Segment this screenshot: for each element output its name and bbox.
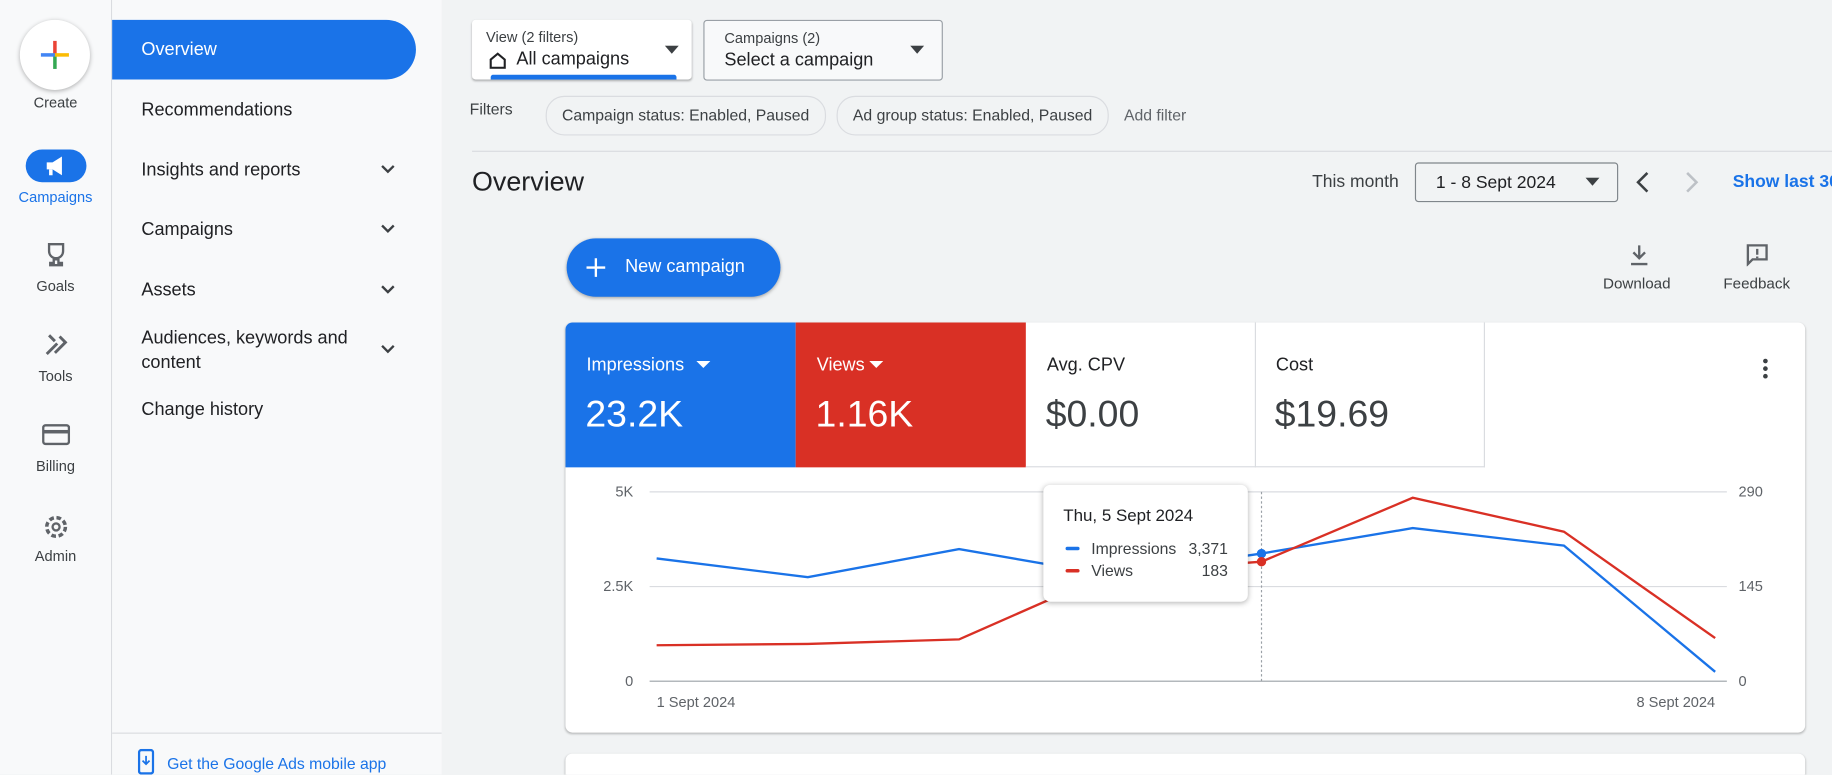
legend-swatch [1065, 546, 1080, 551]
rail-label[interactable]: Campaigns [18, 189, 93, 206]
tooltip-value: 3,371 [1188, 539, 1228, 558]
y-tick-label: 5K [615, 485, 633, 501]
date-range: 1 - 8 Sept 2024 [1435, 172, 1556, 193]
megaphone [46, 156, 62, 176]
side-nav: Overview Recommendations Insights and re… [112, 0, 442, 775]
metric-value: 23.2K [585, 392, 684, 435]
side-rail: Create Campaigns Goals Tools Billing Adm… [0, 0, 113, 775]
rail-label: Create [33, 94, 78, 111]
nav-item[interactable]: Insights and reports [141, 160, 301, 180]
rail-label[interactable]: Admin [34, 547, 77, 565]
chevron[interactable] [380, 344, 396, 356]
performance-card: Impressions 23.2K Views 1.16K Avg. CPV $… [565, 322, 1806, 733]
nav-item[interactable]: Overview [141, 39, 217, 60]
page-title: Overview [472, 165, 585, 197]
campaigns-value: Select a campaign [724, 50, 874, 71]
tooltip-series: Views [1091, 561, 1134, 580]
legend-swatch [1065, 568, 1080, 573]
date-range-picker[interactable]: 1 - 8 Sept 2024 [1414, 162, 1619, 203]
view-selector[interactable]: View (2 filters) All campaigns [472, 19, 692, 80]
nav-item[interactable]: Audiences, keywords and content [141, 328, 348, 373]
tooltip: Thu, 5 Sept 2024 Impressions 3,371 Views… [1043, 484, 1248, 602]
tooltip-series: Impressions [1091, 539, 1177, 558]
admin-icon [44, 515, 68, 539]
chevron[interactable] [380, 223, 396, 235]
nav-item[interactable]: Recommendations [141, 100, 293, 121]
y2-tick-label: 0 [1739, 674, 1747, 690]
view-value: All campaigns [516, 49, 630, 69]
app-link[interactable]: Get the Google Ads mobile app [167, 754, 387, 773]
create-button[interactable] [19, 19, 90, 90]
y-tick-label: 0 [625, 674, 633, 690]
billing-icon [42, 424, 71, 446]
metric-tile[interactable]: Impressions 23.2K [565, 322, 796, 468]
chevron[interactable] [380, 284, 396, 296]
metric-tile[interactable]: Avg. CPV $0.00 [1025, 322, 1256, 468]
metric-label: Views [816, 355, 865, 376]
hover-point [1256, 548, 1267, 559]
metric-value: $19.69 [1274, 392, 1390, 435]
tooltip-value: 183 [1201, 561, 1228, 580]
x-tick-label: 8 Sept 2024 [1636, 695, 1715, 711]
rail-label[interactable]: Tools [38, 368, 73, 385]
period-label: This month [1312, 171, 1399, 192]
hover-point [1256, 557, 1267, 567]
dropdown-arrow [910, 45, 925, 54]
next-button[interactable] [1682, 171, 1701, 194]
divider [472, 150, 1832, 152]
tools-icon [45, 334, 68, 356]
dropdown-arrow [696, 361, 711, 369]
metric-value: $0.00 [1045, 392, 1140, 435]
phone-icon [137, 748, 155, 775]
active-underline [490, 74, 677, 80]
add-filter[interactable]: Add filter [1123, 106, 1187, 124]
feedback-icon[interactable] [1746, 243, 1769, 267]
campaign-selector[interactable]: Campaigns (2) Select a campaign [703, 19, 943, 81]
x-tick-label: 1 Sept 2024 [657, 695, 736, 711]
dropdown-arrow [869, 361, 884, 369]
metric-label: Impressions [586, 355, 685, 376]
campaigns-icon[interactable] [25, 149, 87, 183]
feedback-label[interactable]: Feedback [1723, 274, 1791, 293]
y2-tick-label: 145 [1739, 579, 1763, 595]
divider [112, 732, 442, 734]
metric-tile[interactable]: Views 1.16K [795, 322, 1026, 468]
metric-label: Avg. CPV [1046, 355, 1126, 376]
nav-item[interactable]: Change history [141, 399, 264, 420]
campaigns-label: Campaigns (2) [724, 30, 821, 47]
plus-icon [40, 40, 69, 69]
show-last-link[interactable]: Show last 30 days [1732, 171, 1832, 192]
metric-label: Cost [1275, 355, 1314, 376]
y-tick-label: 2.5K [603, 579, 633, 595]
metric-tile[interactable]: Cost $19.69 [1254, 322, 1485, 468]
dropdown-arrow [664, 45, 679, 54]
metric-value: 1.16K [815, 392, 914, 435]
download-icon[interactable] [1628, 243, 1651, 266]
plus-icon [586, 258, 606, 277]
dropdown-arrow [1585, 177, 1600, 186]
rail-label[interactable]: Billing [36, 458, 75, 475]
home-icon [489, 52, 506, 69]
button-label: New campaign [625, 257, 745, 277]
tooltip-title: Thu, 5 Sept 2024 [1063, 507, 1194, 526]
filter-chip[interactable]: Ad group status: Enabled, Paused [836, 95, 1109, 136]
filter-chip[interactable]: Campaign status: Enabled, Paused [545, 95, 826, 136]
more-menu[interactable] [1762, 358, 1769, 381]
nav-item[interactable]: Assets [141, 280, 196, 301]
goals-icon [47, 243, 65, 267]
line-chart: 0 2.5K 5K 0 145 290 1 Sept 2024 8 Sept 2024 [603, 485, 1763, 711]
prev-button[interactable] [1633, 171, 1652, 194]
next-card [565, 753, 1806, 775]
view-label: View (2 filters) [486, 29, 579, 46]
active-nav-pill[interactable] [112, 19, 416, 80]
chevron[interactable] [380, 164, 396, 176]
y2-tick-label: 290 [1739, 485, 1763, 501]
download-label[interactable]: Download [1603, 274, 1671, 293]
nav-item[interactable]: Campaigns [141, 219, 233, 240]
filters-label: Filters [469, 100, 513, 119]
new-campaign-button[interactable]: New campaign [566, 238, 781, 297]
rail-label[interactable]: Goals [36, 278, 75, 295]
